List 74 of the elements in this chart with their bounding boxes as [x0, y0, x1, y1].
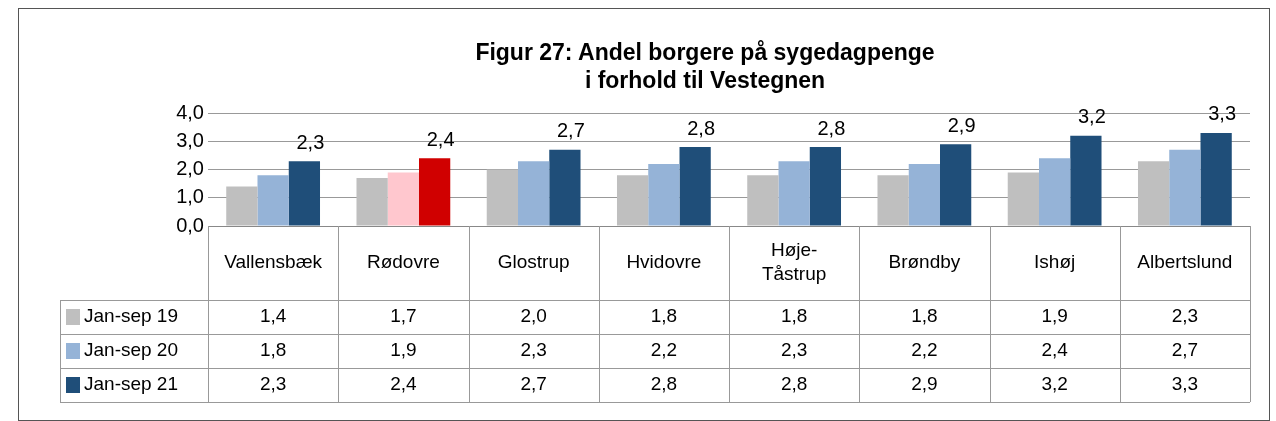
x-tick-label: Albertslund	[1137, 251, 1233, 273]
bar	[1070, 135, 1102, 226]
x-tick-label: Hvidovre	[626, 251, 702, 273]
bar	[1007, 172, 1039, 226]
data-label: 2,3	[520, 339, 547, 361]
bar	[747, 175, 779, 226]
bar	[419, 158, 451, 226]
y-tick-label: 2,0	[176, 157, 204, 180]
bar	[1200, 132, 1232, 226]
annotation: 3,2	[1077, 105, 1106, 128]
data-label: 2,3	[780, 339, 808, 361]
data-label: 1,8	[259, 339, 287, 361]
bar	[809, 147, 842, 226]
annotation: 2,4	[426, 127, 455, 150]
x-tick-label: Vallensbæk	[224, 251, 323, 273]
x-tick-label: Brøndby	[888, 251, 961, 273]
x-tick-label: Glostrup	[497, 251, 570, 273]
bar	[877, 175, 909, 226]
y-tick-label: 3,0	[176, 128, 204, 151]
data-label: 2,3	[1171, 305, 1199, 327]
data-label: 2,2	[650, 339, 678, 361]
bar	[1169, 149, 1201, 226]
annotation: 2,7	[556, 119, 585, 142]
data-label: 1,9	[1041, 305, 1068, 327]
data-label: 2,8	[780, 373, 808, 395]
bar	[288, 161, 321, 226]
bar	[257, 175, 289, 226]
bar	[940, 144, 972, 226]
bar	[226, 186, 258, 226]
data-label: 2,8	[650, 373, 678, 395]
bar	[616, 175, 649, 226]
bar	[356, 178, 388, 226]
data-label: 1,4	[259, 305, 287, 327]
bar	[1038, 158, 1071, 226]
bar	[908, 163, 941, 226]
data-label: 1,7	[390, 305, 417, 327]
bar	[679, 147, 711, 226]
annotation: 2,8	[817, 116, 846, 139]
data-label: 2,0	[520, 305, 547, 327]
x-tick-label: Rødovre	[366, 251, 440, 273]
text: Figur 27: Andel borgere på sygedagpenge	[475, 39, 935, 66]
data-label: 1,8	[780, 305, 808, 327]
y-tick-label: 1,0	[176, 185, 204, 208]
annotation: 2,8	[687, 116, 716, 139]
annotation: 2,9	[947, 113, 976, 136]
bar	[549, 149, 581, 226]
annotation: 3,3	[1208, 102, 1237, 125]
y-tick-label: 4,0	[176, 100, 204, 123]
data-label: 1,8	[650, 305, 678, 327]
data-label: 2,2	[911, 339, 938, 361]
bar	[518, 161, 550, 226]
data-label: 3,2	[1041, 373, 1068, 395]
legend-label: Jan-sep 19	[84, 305, 179, 327]
data-label: 2,3	[259, 373, 287, 395]
data-label: 2,7	[520, 373, 547, 395]
legend-label: Jan-sep 20	[84, 339, 179, 361]
text: i forhold til Vestegnen	[584, 66, 826, 93]
y-tick-label: 0,0	[176, 213, 204, 236]
data-label: 1,8	[911, 305, 938, 327]
bar	[387, 172, 420, 226]
data-label: 2,9	[911, 373, 938, 395]
data-label: 2,7	[1171, 339, 1199, 361]
data-label: 3,3	[1171, 373, 1199, 395]
x-tick-label: Ishøj	[1034, 251, 1076, 273]
bar	[486, 169, 518, 226]
bar	[778, 161, 810, 226]
data-label: 1,9	[390, 339, 417, 361]
legend-label: Jan-sep 21	[84, 373, 179, 395]
bar	[1137, 161, 1170, 226]
annotation: 2,3	[296, 130, 325, 153]
x-tick-label: Høje-Tåstrup	[761, 239, 827, 285]
data-label: 2,4	[390, 373, 418, 395]
bar	[648, 163, 680, 226]
data-label: 2,4	[1041, 339, 1069, 361]
